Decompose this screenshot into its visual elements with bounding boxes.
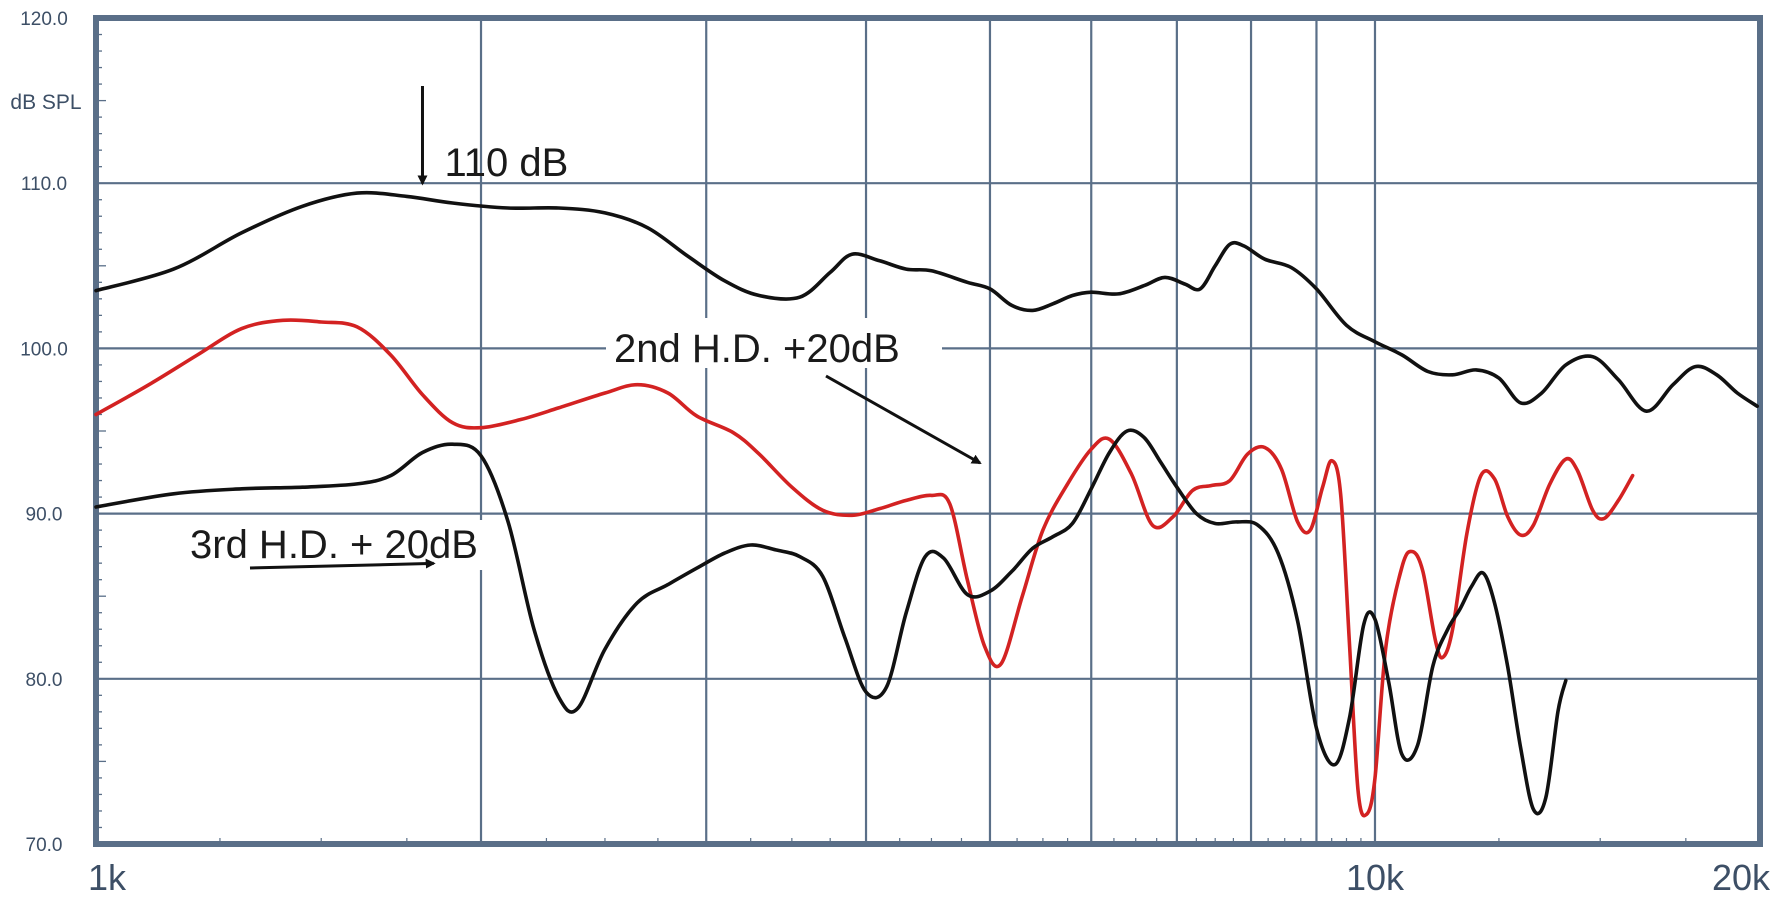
plot-frame — [93, 15, 1763, 847]
series-line-1 — [94, 190, 1759, 413]
y-tick-label: 80.0 — [26, 670, 63, 691]
annotation-arrow-2nd-hd — [825, 374, 982, 465]
y-tick-label: 90.0 — [26, 505, 63, 526]
plot-area — [96, 18, 1760, 844]
annotation-arrow-3rd-hd — [249, 558, 436, 570]
series-line-3 — [94, 428, 1568, 816]
annotation-2nd-hd-backing — [606, 318, 942, 368]
y-tick-label: 100.0 — [20, 339, 68, 360]
y-tick-label: 110.0 — [21, 174, 67, 195]
y-axis-label: dB SPL — [10, 91, 81, 114]
x-tick-label: 1k — [88, 857, 127, 898]
y-tick-label: 120.0 — [20, 9, 68, 30]
series-line-2 — [94, 318, 1635, 818]
annotation-2nd-hd: 2nd H.D. +20dB — [614, 327, 900, 371]
y-tick-label: 70.0 — [26, 835, 63, 856]
x-tick-label: 20k — [1712, 857, 1771, 898]
annotation-110db: 110 dB — [444, 141, 568, 185]
annotation-3rd-hd: 3rd H.D. + 20dB — [190, 523, 478, 567]
x-tick-label: 10k — [1346, 857, 1405, 898]
